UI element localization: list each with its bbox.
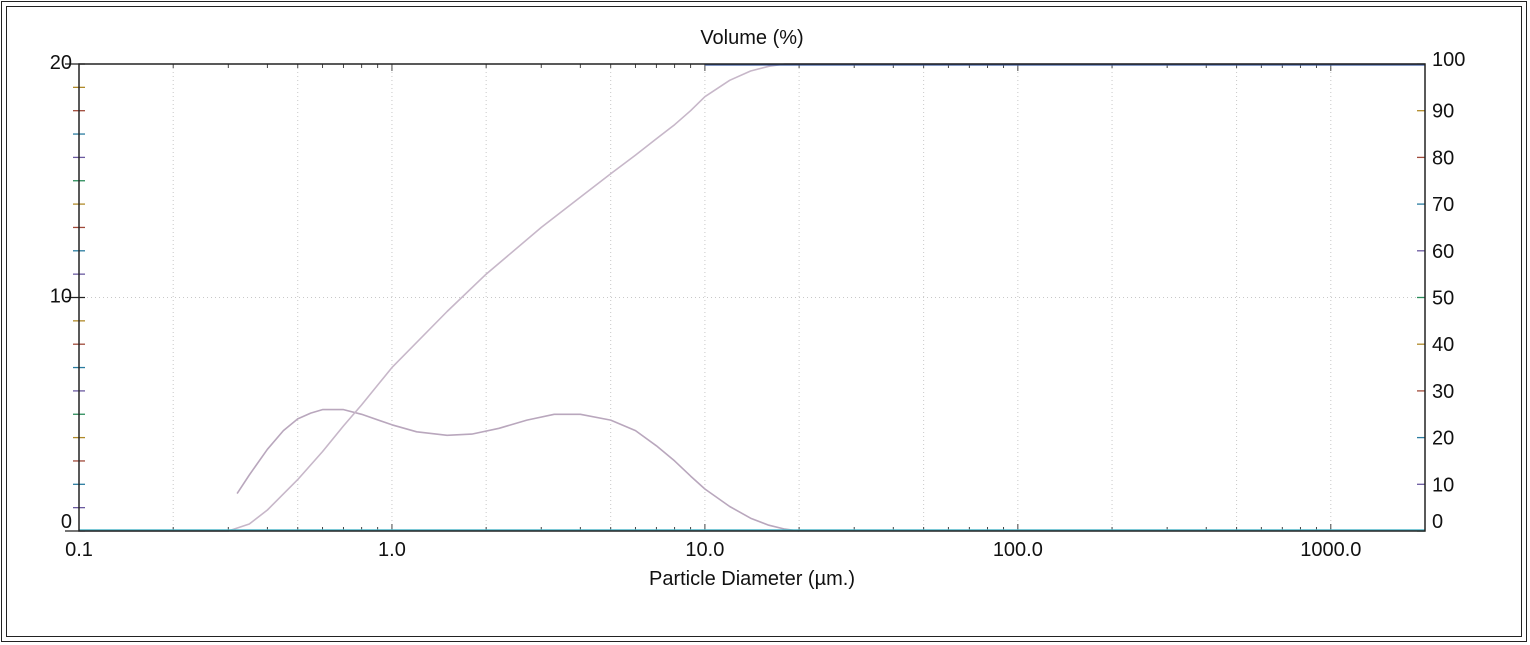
chart-title: Volume (%)	[700, 27, 803, 49]
inner-border	[6, 6, 1522, 637]
y-right-tick-label: 20	[1432, 428, 1454, 450]
y-right-tick-label: 10	[1432, 474, 1454, 496]
tick-labels: 0.1 1.0 10.0 100.0 1000.0 0 10 20 0 10 20 30 40 50 60 7…	[50, 49, 1466, 561]
x-axis-title: Particle Diameter (µm.)	[649, 568, 855, 590]
series-lines	[79, 63, 1425, 532]
y-right-tick-label: 50	[1432, 288, 1454, 310]
frequency-curve	[236, 408, 800, 532]
x-tick-label: 100.0	[993, 539, 1043, 561]
y-left-tick-label: 0	[61, 511, 72, 533]
y-right-tick-label: 0	[1432, 511, 1443, 533]
y-right-tick-label: 90	[1432, 101, 1454, 123]
x-tick-label: 0.1	[65, 539, 93, 561]
x-tick-label: 1000.0	[1300, 539, 1361, 561]
y-right-tick-label: 100	[1432, 49, 1465, 71]
x-tick-label: 10.0	[685, 539, 724, 561]
y-right-tick-label: 30	[1432, 381, 1454, 403]
y-right-tick-label: 80	[1432, 147, 1454, 169]
y-left-tick-label: 10	[50, 286, 72, 308]
y-right-tick-label: 70	[1432, 194, 1454, 216]
axis-ticks	[65, 63, 1426, 532]
x-tick-label: 1.0	[378, 539, 406, 561]
cumulative-curve	[79, 63, 1425, 532]
y-right-tick-label: 60	[1432, 241, 1454, 263]
y-left-tick-label: 20	[50, 52, 72, 74]
grid-lines	[79, 64, 1425, 531]
y-right-tick-label: 40	[1432, 334, 1454, 356]
plot-area-frame	[78, 63, 1426, 532]
